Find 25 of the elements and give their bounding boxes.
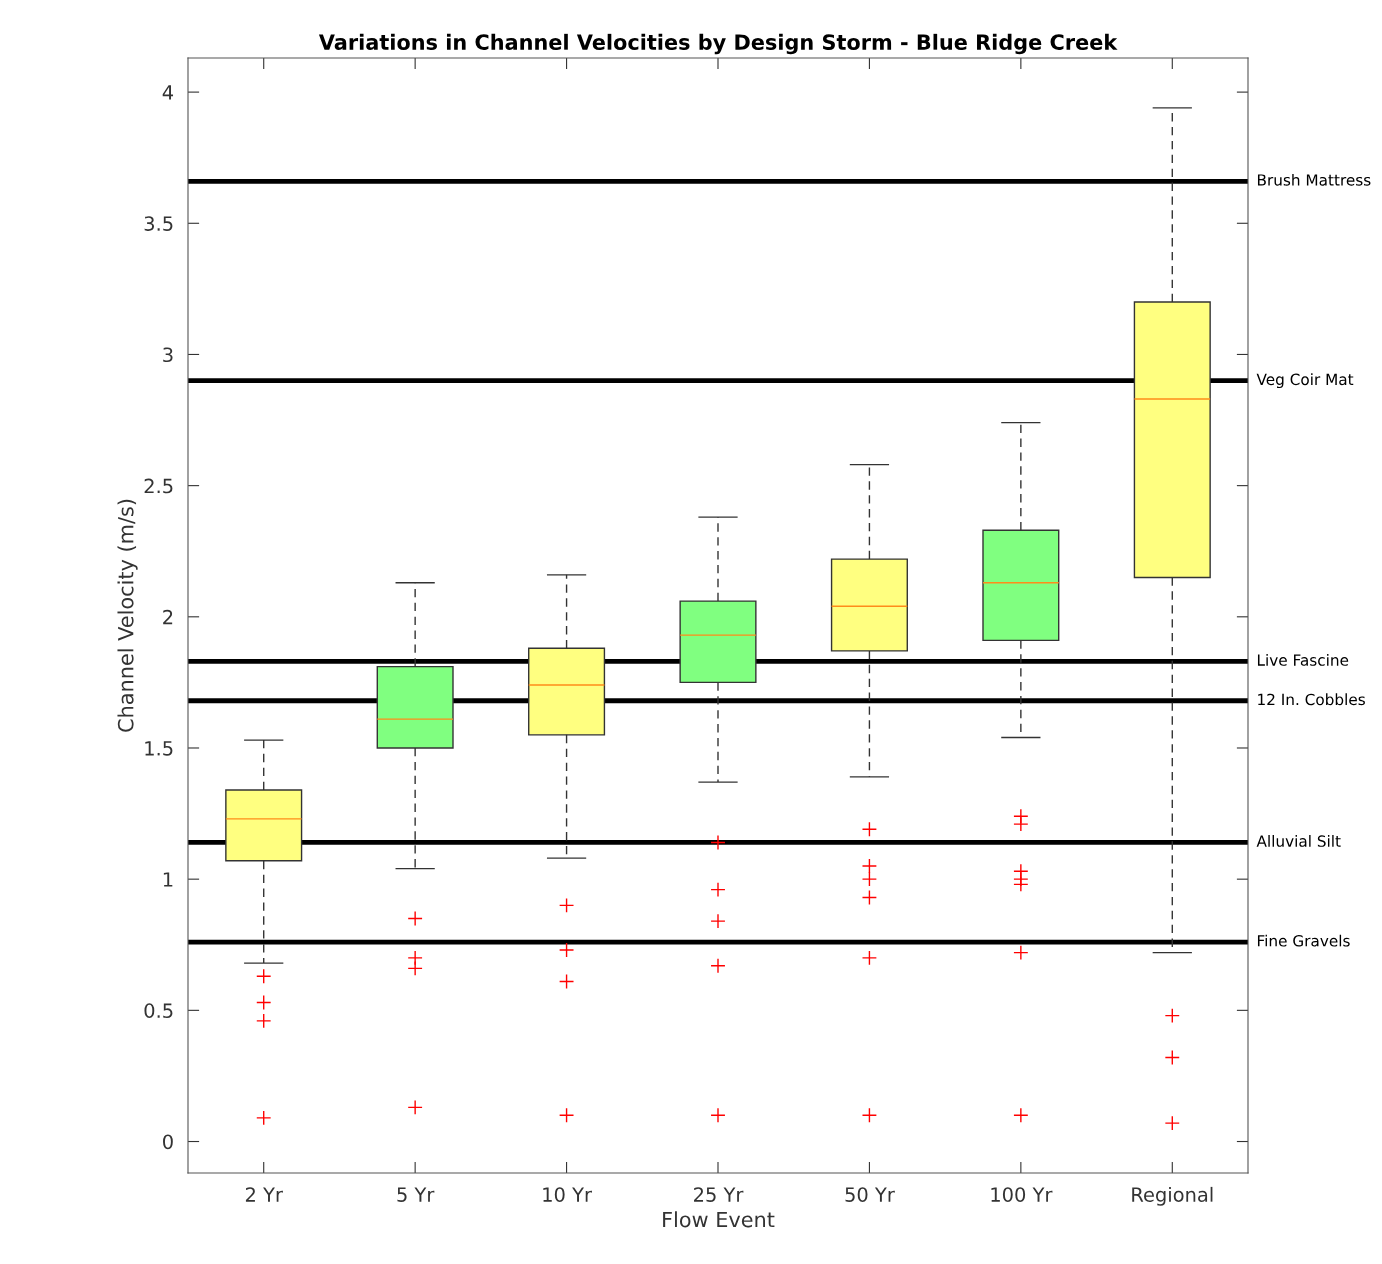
ref-line-label: Fine Gravels xyxy=(1257,934,1350,947)
y-tick-label: 2.5 xyxy=(144,478,173,494)
y-axis-title: Channel Velocity (m/s) xyxy=(117,499,138,732)
x-axis-title: Flow Event xyxy=(663,1211,775,1228)
y-tick-label: 0.5 xyxy=(144,1003,173,1018)
x-tick-label: 25 Yr xyxy=(694,1187,744,1202)
ref-line-label: Alluvial Silt xyxy=(1256,835,1341,847)
x-tick-label: 2 Yr xyxy=(245,1187,283,1202)
y-tick-label: 4 xyxy=(162,85,174,100)
y-tick-label: 3 xyxy=(163,347,173,363)
chart-title: Variations in Channel Velocities by Design Storm - Blue Ridge Creek xyxy=(318,33,1118,55)
ref-line-label: Brush Mattress xyxy=(1257,173,1371,186)
y-tick-label: 1.5 xyxy=(145,741,173,756)
y-tick-label: 2 xyxy=(163,609,173,625)
ref-line-label: Veg Coir Mat xyxy=(1256,373,1354,389)
y-tick-label: 1 xyxy=(163,872,173,887)
x-tick-label: 10 Yr xyxy=(543,1187,592,1202)
ref-line-label: Live Fascine xyxy=(1257,654,1349,666)
ref-line-label: 12 In. Cobbles xyxy=(1258,693,1365,706)
x-tick-label: 5 Yr xyxy=(397,1187,435,1202)
x-tick-label: 50 Yr xyxy=(845,1187,895,1202)
x-tick-label: Regional xyxy=(1132,1186,1213,1206)
y-tick-label: 0 xyxy=(163,1134,173,1150)
x-tick-label: 100 Yr xyxy=(991,1187,1053,1202)
y-tick-label: 3.5 xyxy=(144,216,173,231)
